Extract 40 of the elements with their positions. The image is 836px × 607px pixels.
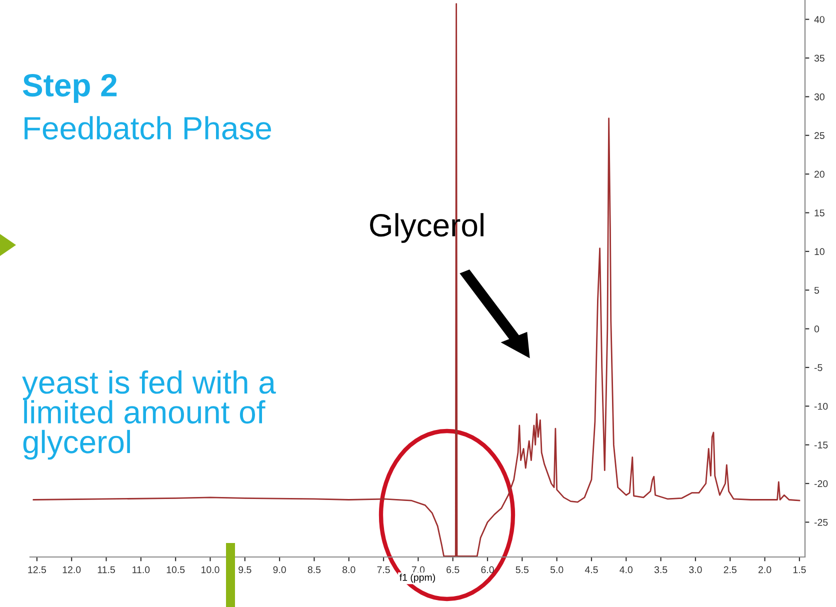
y-tick-label: -20 [814,480,828,488]
x-tick-label: 2.0 [758,566,772,574]
y-tick-label: 15 [814,210,824,216]
x-tick-label: 11.0 [132,566,150,574]
x-tick-label: 12.0 [62,566,81,574]
y-tick-label: 35 [814,54,824,62]
y-tick-label: 30 [814,93,824,100]
y-tick-label: -10 [814,402,828,410]
y-tick-label: 5 [814,286,820,294]
x-tick-label: 3.5 [654,566,668,574]
y-tick-label: -25 [814,518,828,526]
x-tick-label: 8.0 [342,566,356,574]
y-tick-label: 0 [814,326,820,332]
annotation: yeast is fed with a limited amount of glycerol [22,370,276,460]
x-tick-label: 4.5 [584,566,598,574]
y-tick-label: 20 [814,170,824,178]
x-tick-label: 3.0 [689,566,702,574]
y-tick-label: 10 [814,248,824,256]
y-tick-label: 40 [814,16,824,23]
x-tick-label: 8.5 [308,566,321,574]
x-tick-label: 2.5 [724,566,736,574]
x-axis-title: f1 (ppm) [400,574,435,583]
y-tick-label: -15 [814,442,828,448]
x-tick-label: 10.5 [166,566,185,574]
x-tick-label: 6.5 [446,566,460,574]
x-tick-label: 11.5 [98,566,115,574]
x-tick-label: 9.0 [273,566,286,574]
x-tick-label: 6.0 [481,566,494,574]
x-tick-label: 7.5 [377,566,390,574]
x-tick-label: 4.0 [620,566,633,574]
x-tick-label: 5.0 [550,566,564,574]
y-tick-label: -5 [814,364,822,372]
y-tick-label: 25 [814,132,824,139]
x-tick-label: 12.5 [28,566,46,574]
text: Step 2 [22,74,117,103]
x-tick-label: 5.5 [516,566,529,574]
text: Feedbatch Phase [24,116,271,140]
x-tick-label: 9.5 [238,566,252,574]
x-tick-label: 10.0 [202,566,220,574]
x-tick-label: 1.5 [793,566,806,574]
